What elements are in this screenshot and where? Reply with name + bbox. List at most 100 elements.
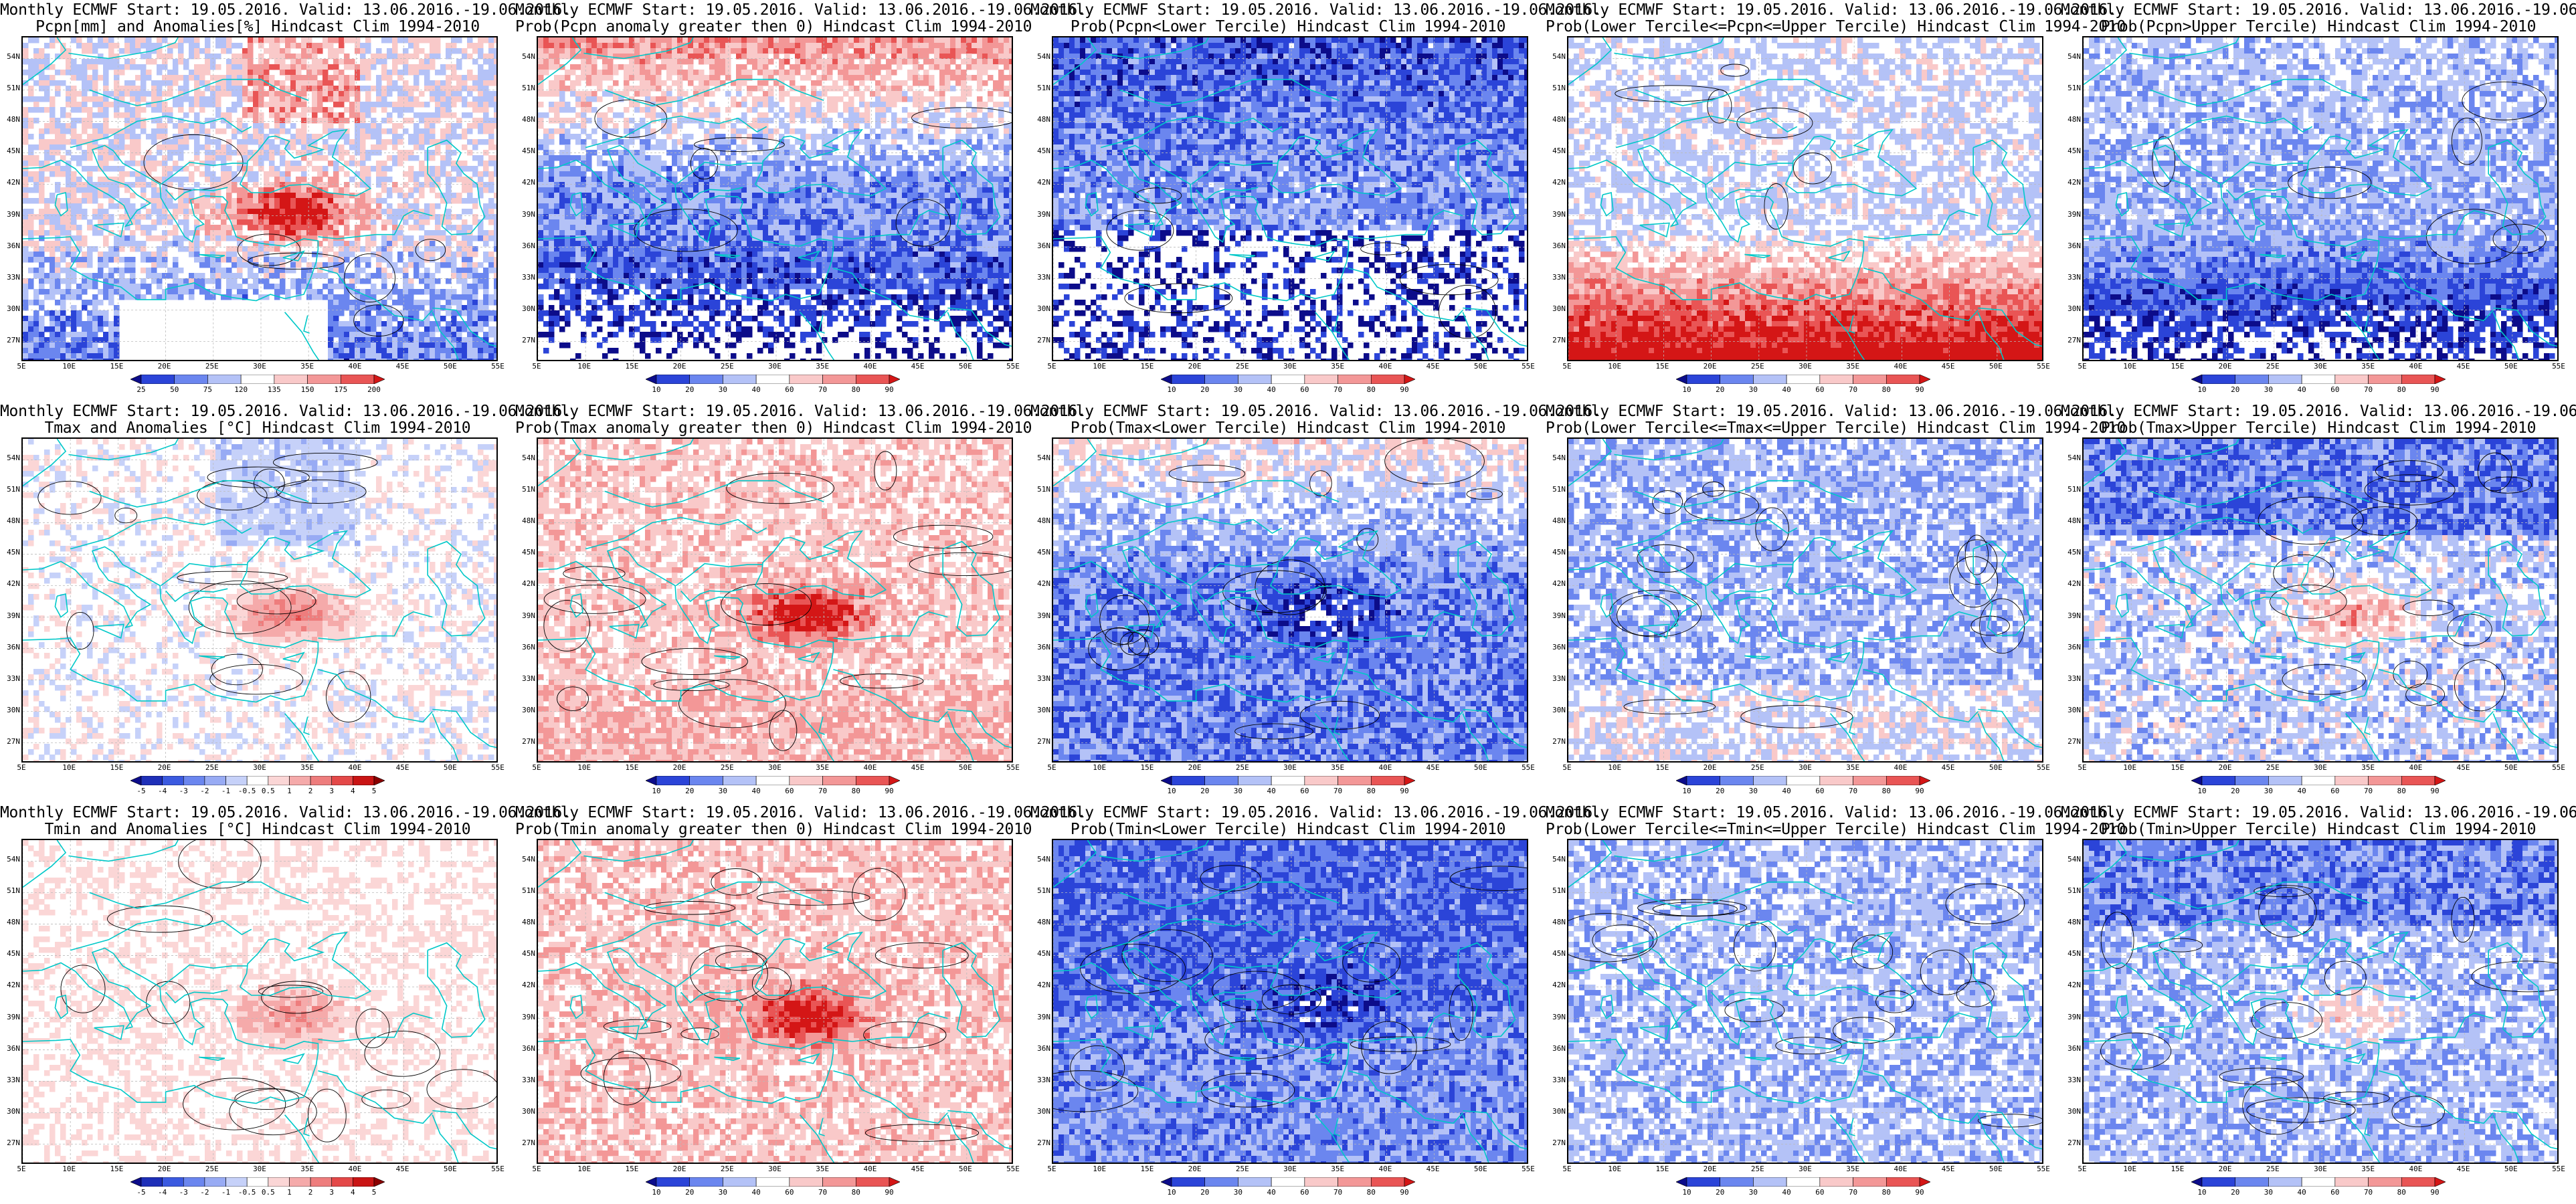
lon-tick-label: 40E [1887,363,1914,371]
colorbar [646,1177,900,1187]
map-area[interactable] [1567,437,2043,763]
lon-tick-label: 20E [151,363,178,371]
colorbar-label: 30 [1740,386,1766,394]
colorbar-label: 40 [743,787,769,795]
map-area[interactable] [537,437,1013,763]
coastlines [2084,840,2557,1163]
lat-tick-label: 48N [515,918,535,926]
lon-tick-label: 30E [246,363,273,371]
map-panel: Monthly ECMWF Start: 19.05.2016. Valid: … [515,401,1087,803]
colorbar-label: 0.5 [255,1189,282,1197]
lon-tick-label: 25E [199,1165,225,1173]
lon-tick-label: 30E [246,1165,273,1173]
colorbar-label: 90 [1391,1189,1418,1197]
colorbar-label: 30 [2255,386,2282,394]
colorbar-label: 80 [2388,787,2415,795]
colorbar-swatches [130,1177,385,1187]
lon-tick-label: 5E [2069,764,2096,772]
contour-lines [2100,885,2557,1135]
colorbar-label: 20 [676,386,703,394]
lat-tick-label: 45N [1030,147,1050,155]
lon-tick-label: 35E [1324,1165,1351,1173]
graticule [1053,37,1527,360]
panel-title-line1: Monthly ECMWF Start: 19.05.2016. Valid: … [1030,1,1602,19]
map-area[interactable] [21,437,498,763]
lon-tick-label: 45E [905,363,931,371]
colorbar-label: 90 [1906,787,1933,795]
map-area[interactable] [2082,437,2559,763]
panel-title-line2: Prob(Tmax>Upper Tercile) Hindcast Clim 1… [2061,419,2576,437]
map-panel: Monthly ECMWF Start: 19.05.2016. Valid: … [1546,803,2126,1204]
lat-tick-label: 42N [2061,981,2081,989]
colorbar-label: 60 [1291,787,1318,795]
colorbar-label: 70 [2355,1189,2382,1197]
lon-tick-label: 45E [905,764,931,772]
contour-lines [143,134,446,336]
map-area[interactable] [1052,36,1528,361]
panel-title-line2: Tmin and Anomalies [°C] Hindcast Clim 19… [0,821,515,838]
map-area[interactable] [537,36,1013,361]
panel-title-line1: Monthly ECMWF Start: 19.05.2016. Valid: … [1546,804,2117,821]
lat-tick-label: 45N [0,950,20,958]
lat-tick-label: 42N [0,179,20,187]
colorbar-label: -0.5 [234,787,260,795]
map-area[interactable] [2082,36,2559,361]
lon-tick-label: 15E [618,764,645,772]
lat-tick-label: 30N [0,304,20,313]
lat-tick-label: 39N [1030,210,1050,219]
map-area[interactable] [21,839,498,1164]
graticule [23,37,496,360]
colorbar-label: 60 [776,787,803,795]
lat-tick-label: 30N [2061,1107,2081,1116]
colorbar-label: 90 [1906,1189,1933,1197]
panel-title-line1: Monthly ECMWF Start: 19.05.2016. Valid: … [1030,403,1602,420]
lon-tick-label: 10E [1601,764,1628,772]
colorbar [1676,1177,1930,1187]
lat-tick-label: 48N [0,918,20,926]
lat-tick-label: 42N [2061,580,2081,588]
panel-title-line1: Monthly ECMWF Start: 19.05.2016. Valid: … [0,1,571,19]
colorbar-label: 50 [161,386,188,394]
lat-tick-label: 48N [2061,116,2081,124]
lat-tick-label: 39N [1030,611,1050,620]
lon-tick-label: 25E [1229,1165,1256,1173]
map-area[interactable] [537,839,1013,1164]
colorbar-label: -2 [191,1189,218,1197]
map-area[interactable] [21,36,498,361]
lon-tick-label: 10E [1086,764,1113,772]
lat-tick-label: 42N [515,981,535,989]
lat-tick-label: 39N [515,210,535,219]
lon-tick-label: 25E [199,764,225,772]
map-area[interactable] [1052,437,1528,763]
lat-tick-label: 33N [2061,1076,2081,1084]
lat-tick-label: 42N [1030,179,1050,187]
colorbar-label: 120 [227,386,254,394]
lon-tick-label: 25E [2260,764,2286,772]
colorbar [2191,375,2446,384]
colorbar-label: 20 [1707,1189,1734,1197]
lon-tick-label: 40E [2402,1165,2429,1173]
map-area[interactable] [1567,36,2043,361]
colorbar-label: 30 [1740,1189,1766,1197]
colorbar-label: 3 [318,787,345,795]
colorbar-label: 10 [2189,787,2215,795]
lon-tick-label: 25E [2260,363,2286,371]
lat-tick-label: 45N [1546,147,1566,155]
map-area[interactable] [1052,839,1528,1164]
lat-tick-label: 51N [2061,486,2081,494]
colorbar-label: 1 [276,1189,302,1197]
colorbar-label: 25 [128,386,155,394]
colorbar-label: 60 [1291,386,1318,394]
lon-tick-label: 35E [1839,764,1866,772]
map-canvas [2084,439,2557,761]
lat-tick-label: 30N [515,1107,535,1116]
lat-tick-label: 30N [0,706,20,714]
panel-title-line2: Prob(Lower Tercile<=Pcpn<=Upper Tercile)… [1546,18,2126,35]
lon-tick-label: 20E [151,764,178,772]
colorbar-label: 80 [842,1189,869,1197]
map-area[interactable] [1567,839,2043,1164]
colorbar-label: 70 [1840,386,1867,394]
lat-tick-label: 30N [515,706,535,714]
lat-tick-label: 30N [1546,706,1566,714]
map-area[interactable] [2082,839,2559,1164]
